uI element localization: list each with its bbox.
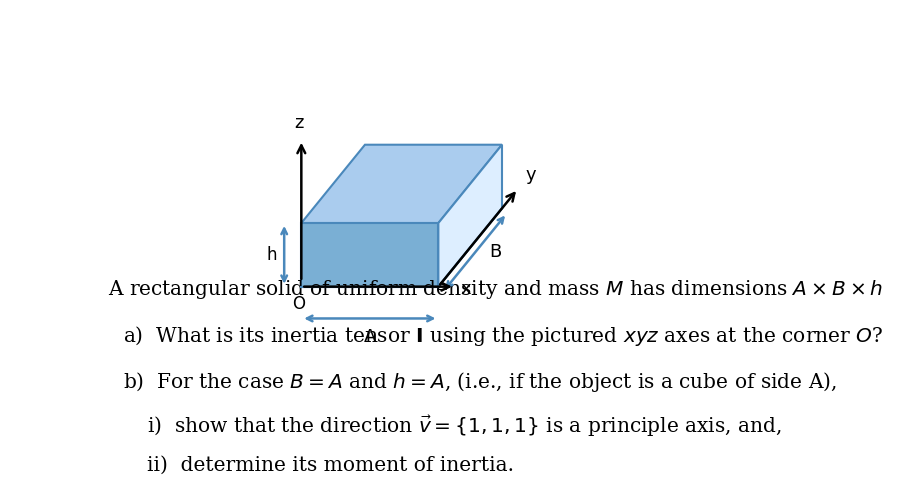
Polygon shape xyxy=(301,223,438,287)
Text: B: B xyxy=(489,244,501,261)
Text: ii)  determine its moment of inertia.: ii) determine its moment of inertia. xyxy=(147,456,514,475)
Text: i)  show that the direction $\vec{v} = \{1, 1, 1\}$ is a principle axis, and,: i) show that the direction $\vec{v} = \{… xyxy=(147,413,782,439)
Text: a)  What is its inertia tensor $\mathbf{I}$ using the pictured $xyz$ axes at the: a) What is its inertia tensor $\mathbf{I… xyxy=(122,324,883,347)
Polygon shape xyxy=(438,145,502,287)
Text: A: A xyxy=(364,328,376,346)
Text: b)  For the case $B = A$ and $h = A$, (i.e., if the object is a cube of side A),: b) For the case $B = A$ and $h = A$, (i.… xyxy=(122,370,836,394)
Text: z: z xyxy=(294,114,303,133)
Text: y: y xyxy=(526,166,536,184)
Text: A rectangular solid of uniform density and mass $M$ has dimensions $A \times B \: A rectangular solid of uniform density a… xyxy=(108,278,883,300)
Text: O: O xyxy=(292,296,305,313)
Polygon shape xyxy=(301,145,502,223)
Text: x: x xyxy=(460,280,471,298)
Text: h: h xyxy=(267,246,277,264)
